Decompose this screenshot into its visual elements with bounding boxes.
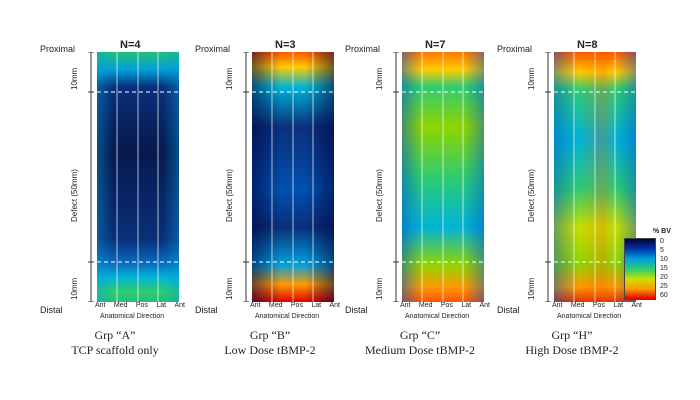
bone-volume-heatmap [97, 52, 179, 302]
distal-label: Distal [497, 305, 520, 315]
top-segment-label: 10mm [70, 67, 79, 90]
heatmap-guides [402, 52, 484, 302]
sample-count: N=7 [425, 39, 446, 51]
bone-volume-heatmap [252, 52, 334, 302]
tick-ant: Ant [479, 302, 490, 309]
group-caption: Grp “C” Medium Dose tBMP-2 [345, 328, 495, 358]
tick-ant: Ant [329, 302, 340, 309]
bone-volume-heatmap [402, 52, 484, 302]
defect-segment-label: Defect (50mm) [225, 169, 234, 222]
group-caption: Grp “B” Low Dose tBMP-2 [195, 328, 345, 358]
sample-count: N=4 [120, 39, 141, 51]
tick-med: Med [418, 302, 433, 309]
group-panel-b: N=3 Proximal 10mm Defect (50mm) 10mm [195, 32, 345, 362]
axis-title: Anatomical Direction [557, 313, 622, 320]
bottom-segment-label: 10mm [70, 277, 79, 300]
defect-segment-label: Defect (50mm) [70, 169, 79, 222]
bone-volume-heatmap [554, 52, 636, 302]
top-segment-label: 10mm [225, 67, 234, 90]
top-segment-label: 10mm [375, 67, 384, 90]
legend-label-25: 25 [660, 283, 668, 290]
legend-label-0: 0 [660, 238, 664, 245]
axis-title: Anatomical Direction [100, 313, 165, 320]
group-panel-a: N=4 Proximal 10mm Defect (50mm) 10mm [40, 32, 190, 362]
tick-ant: Ant [631, 302, 642, 309]
length-ruler [545, 51, 551, 303]
direction-ticks: Ant Med Pos Lat Ant [552, 302, 642, 309]
legend-label-20: 20 [660, 274, 668, 281]
sample-count: N=8 [577, 39, 598, 51]
tick-med: Med [113, 302, 128, 309]
defect-segment-label: Defect (50mm) [375, 169, 384, 222]
heatmap-guides [97, 52, 179, 302]
legend-label-5: 5 [660, 247, 664, 254]
tick-lat: Lat [156, 302, 167, 309]
tick-lat: Lat [613, 302, 624, 309]
group-panel-h: N=8 Proximal 10mm Defect (50mm) 10mm [497, 32, 647, 362]
group-panel-c: N=7 Proximal 10mm Defect (50mm) 10mm [345, 32, 495, 362]
tick-ant: Ant [400, 302, 411, 309]
tick-ant: Ant [552, 302, 563, 309]
tick-ant: Ant [95, 302, 106, 309]
axis-title: Anatomical Direction [405, 313, 470, 320]
bottom-segment-label: 10mm [527, 277, 536, 300]
axis-title: Anatomical Direction [255, 313, 320, 320]
tick-pos: Pos [135, 302, 148, 309]
direction-ticks: Ant Med Pos Lat Ant [250, 302, 340, 309]
group-treatment: TCP scaffold only [71, 343, 159, 357]
defect-segment-label: Defect (50mm) [527, 169, 536, 222]
proximal-label: Proximal [195, 44, 231, 54]
group-name: Grp “A” [94, 328, 136, 342]
sample-count: N=3 [275, 39, 296, 51]
tick-lat: Lat [461, 302, 472, 309]
group-name: Grp “C” [399, 328, 441, 342]
group-treatment: High Dose tBMP-2 [525, 343, 619, 357]
tick-pos: Pos [592, 302, 605, 309]
tick-med: Med [268, 302, 283, 309]
group-caption: Grp “H” High Dose tBMP-2 [497, 328, 647, 358]
legend-colorbar [624, 238, 656, 300]
proximal-label: Proximal [497, 44, 533, 54]
tick-ant: Ant [174, 302, 185, 309]
direction-ticks: Ant Med Pos Lat Ant [95, 302, 185, 309]
tick-lat: Lat [311, 302, 322, 309]
length-ruler [243, 51, 249, 303]
proximal-label: Proximal [40, 44, 76, 54]
group-treatment: Low Dose tBMP-2 [224, 343, 316, 357]
direction-ticks: Ant Med Pos Lat Ant [400, 302, 490, 309]
top-segment-label: 10mm [527, 67, 536, 90]
legend-label-10: 10 [660, 256, 668, 263]
bottom-segment-label: 10mm [225, 277, 234, 300]
group-name: Grp “B” [249, 328, 291, 342]
tick-pos: Pos [290, 302, 303, 309]
distal-label: Distal [40, 305, 63, 315]
bottom-segment-label: 10mm [375, 277, 384, 300]
heatmap-guides [252, 52, 334, 302]
length-ruler [88, 51, 94, 303]
proximal-label: Proximal [345, 44, 381, 54]
group-caption: Grp “A” TCP scaffold only [40, 328, 190, 358]
length-ruler [393, 51, 399, 303]
legend-label-15: 15 [660, 265, 668, 272]
heatmap-guides [554, 52, 636, 302]
tick-med: Med [570, 302, 585, 309]
distal-label: Distal [195, 305, 218, 315]
tick-ant: Ant [250, 302, 261, 309]
tick-pos: Pos [440, 302, 453, 309]
distal-label: Distal [345, 305, 368, 315]
legend-label-60: 60 [660, 292, 668, 299]
legend-title: % BV [653, 228, 671, 235]
group-name: Grp “H” [551, 328, 593, 342]
bv-legend: % BV 0 5 10 15 20 25 60 [620, 228, 680, 300]
group-treatment: Medium Dose tBMP-2 [364, 343, 475, 357]
